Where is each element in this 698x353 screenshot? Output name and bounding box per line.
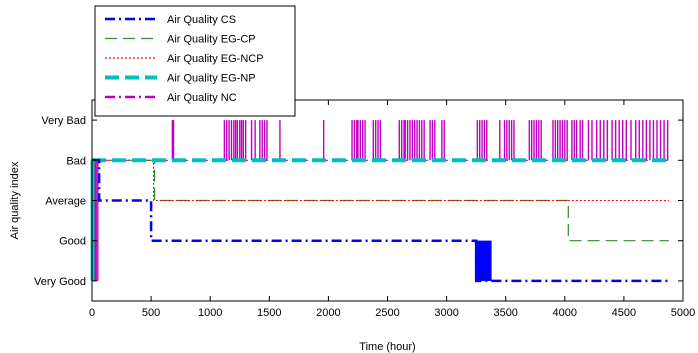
- x-axis-title: Time (hour): [359, 341, 415, 353]
- x-tick-label: 2500: [375, 307, 399, 319]
- legend-label: Air Quality EG-CP: [167, 34, 256, 46]
- x-tick-label: 500: [142, 307, 160, 319]
- axes: 0 500 1000 1500 2000 2500 3000 3500 4000 4500 5000…: [9, 99, 695, 353]
- x-tick-label: 5000: [671, 307, 695, 319]
- x-tick-label: 4000: [553, 307, 577, 319]
- x-tick-label: 1500: [257, 307, 281, 319]
- x-tick-label: 3000: [434, 307, 458, 319]
- cs-oscillation: [474, 240, 492, 281]
- x-tick-label: 3500: [493, 307, 517, 319]
- y-tick-label: Bad: [66, 155, 86, 167]
- x-tick-label: 1000: [198, 307, 222, 319]
- legend-label: Air Quality CS: [167, 14, 236, 26]
- x-tick-label: 2000: [316, 307, 340, 319]
- y-tick-label: Very Bad: [41, 115, 86, 127]
- series-nc: [92, 120, 669, 281]
- series-air-quality-eg-ncp: [92, 159, 669, 201]
- plot-area: [90, 100, 683, 301]
- y-tick-label: Good: [59, 236, 86, 248]
- legend: Air Quality CS Air Quality EG-CP Air Quali…: [94, 5, 296, 117]
- legend-label: Air Quality EG-NP: [167, 73, 256, 85]
- legend-label: Air Quality NC: [167, 92, 237, 104]
- x-tick-label: 4500: [612, 307, 636, 319]
- y-tick-label: Very Good: [34, 276, 86, 288]
- y-axis-title: Air quality index: [9, 161, 21, 239]
- y-tick-label: Average: [45, 196, 86, 208]
- legend-label: Air Quality EG-NCP: [167, 53, 264, 65]
- x-tick-label: 0: [89, 307, 95, 319]
